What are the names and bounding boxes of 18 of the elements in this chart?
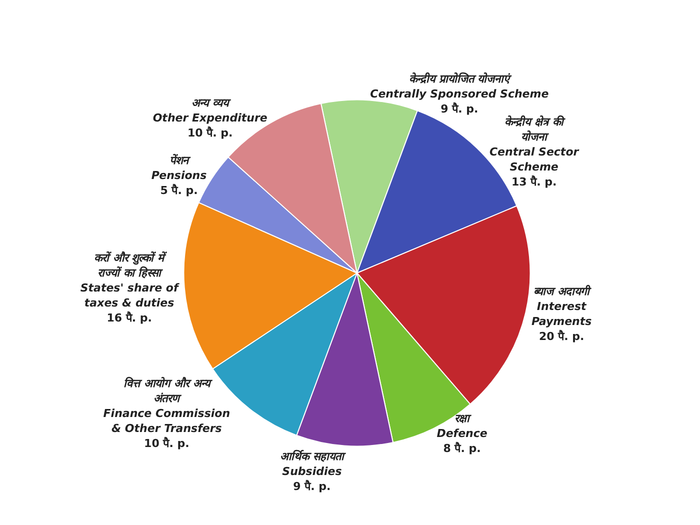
slice-label: ब्याज अदायगी Interest Payments bbox=[532, 284, 592, 328]
data-label: 10 पै. p. bbox=[188, 125, 233, 140]
data-label: 9 पै. p. bbox=[293, 478, 331, 493]
data-label: 20 पै. p. bbox=[539, 328, 584, 343]
data-label: 10 पै. p. bbox=[144, 436, 190, 450]
slice-label: वित्त आयोग और अन्य अंतरण Finance Commission & Other Transfers bbox=[103, 376, 230, 435]
slice-label: रक्षा Defence bbox=[436, 412, 488, 440]
data-label: 13 पै. p. bbox=[511, 174, 557, 189]
data-label: 8 पै. p. bbox=[443, 441, 481, 456]
slice-label: केन्द्रीय क्षेत्र की योजना Central Sector Scheme bbox=[489, 114, 580, 174]
slice-label: करों और शुल्कों में राज्यों का हिस्सा States' share of taxes & duties bbox=[80, 250, 180, 310]
data-label: 16 पै. p. bbox=[106, 310, 152, 324]
slice-label: अन्य व्यय Other Expenditure bbox=[152, 96, 268, 124]
slice-label: पेंशन Pensions bbox=[151, 152, 208, 182]
slice-label: आर्थिक सहायता Subsidies bbox=[280, 448, 346, 478]
data-label: 9 पै. p. bbox=[440, 102, 478, 116]
data-label: 5 पै. p. bbox=[160, 182, 198, 197]
slice-label: केन्द्रीय प्रायोजित योजनाएं Centrally Sponsored Scheme bbox=[370, 72, 550, 101]
